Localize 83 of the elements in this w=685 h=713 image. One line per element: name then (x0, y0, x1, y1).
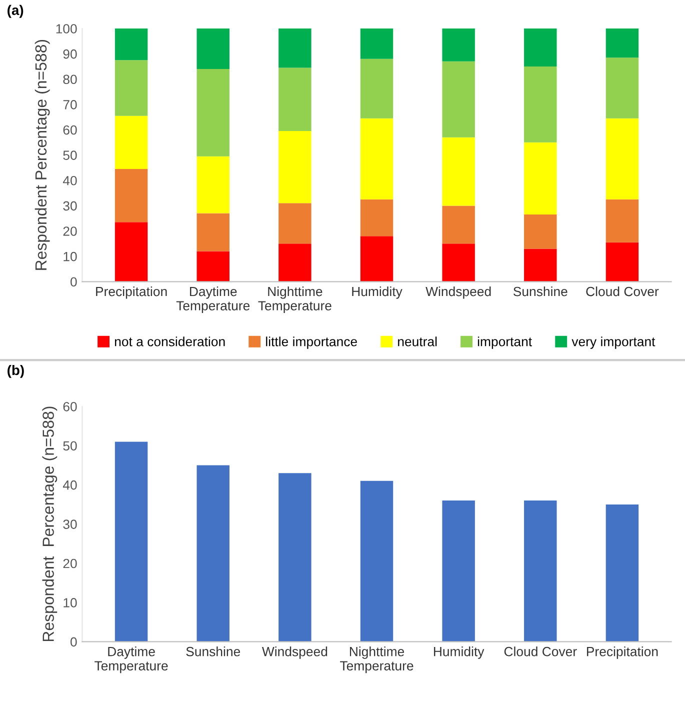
legend-label: little importance (266, 336, 357, 349)
legend-label: very important (572, 336, 656, 349)
y-tick-label: 70 (63, 100, 77, 110)
bar (524, 142, 557, 215)
y-tick-label: 20 (63, 558, 77, 568)
bar (196, 28, 230, 70)
bar (524, 28, 557, 66)
bar (196, 156, 230, 214)
bar (196, 213, 230, 252)
y-tick-label: 90 (63, 49, 77, 59)
y-tick-label: 50 (63, 150, 77, 160)
x-tick-label: Sunshine (513, 286, 568, 296)
x-tick-label: Cloud Cover (586, 286, 659, 296)
y-tick-label: 60 (63, 125, 77, 135)
bar (360, 480, 394, 642)
text: (a) (8, 4, 24, 18)
bar (360, 118, 394, 200)
bar (278, 203, 312, 244)
y-tick-label: 30 (63, 201, 77, 211)
bar (442, 244, 475, 282)
y-tick-label: 0 (70, 277, 77, 287)
y-tick-label: 10 (64, 598, 77, 608)
bar (114, 28, 148, 60)
legend-label: neutral (398, 336, 437, 346)
x-tick-label: Windspeed (262, 646, 328, 659)
x-tick-label: Sunshine (186, 646, 240, 656)
bar (442, 61, 475, 138)
bar (114, 169, 148, 222)
x-tick-label: Windspeed (426, 286, 491, 299)
y-axis-title: Respondent Percentage (n=588) (34, 40, 50, 270)
y-tick-label: 0 (70, 637, 77, 647)
bar (524, 66, 557, 142)
bar (442, 206, 475, 244)
bar (196, 69, 230, 156)
y-axis-title: Respondent Percentage (n=588) (42, 406, 58, 642)
bar (360, 58, 394, 118)
bar (606, 118, 639, 200)
bar (606, 504, 639, 642)
bar (442, 500, 475, 642)
bar (196, 465, 230, 642)
bar (114, 222, 148, 282)
y-tick-label: 60 (63, 402, 77, 412)
bar (360, 236, 394, 282)
bar (278, 244, 312, 282)
y-tick-label: 100 (56, 24, 77, 34)
bar (606, 199, 639, 242)
bar (606, 28, 639, 58)
y-tick-label: 10 (64, 252, 77, 262)
text: (b) (8, 364, 24, 378)
x-tick-label: Precipitation (586, 646, 658, 659)
x-tick-label: Daytime Temperature (94, 646, 168, 674)
bar (606, 242, 639, 282)
bar (524, 500, 557, 642)
bar (606, 58, 639, 118)
legend-label: important (478, 336, 532, 349)
bar (524, 248, 557, 282)
y-tick-label: 50 (63, 441, 77, 451)
y-tick-label: 40 (62, 176, 77, 186)
y-tick-label: 30 (63, 520, 77, 529)
x-tick-label: Humidity (434, 646, 484, 659)
bar (114, 60, 148, 116)
bar (114, 116, 148, 169)
x-tick-label: Nighttime Temperature (258, 286, 332, 314)
x-tick-label: Daytime Temperature (176, 286, 250, 314)
bar (442, 28, 475, 62)
x-tick-label: Nighttime Temperature (340, 646, 414, 674)
legend-label: not a consideration (114, 336, 225, 346)
bar (278, 131, 312, 204)
bar (278, 68, 312, 132)
bar (278, 28, 312, 68)
x-tick-label: Precipitation (96, 286, 167, 299)
bar (360, 199, 394, 236)
x-tick-label: Humidity (352, 286, 402, 299)
y-tick-label: 80 (63, 74, 77, 84)
bar (360, 28, 394, 59)
bar (196, 251, 230, 282)
y-tick-label: 40 (62, 480, 77, 490)
y-tick-label: 20 (63, 226, 77, 236)
bar (114, 442, 148, 642)
bar (442, 137, 475, 206)
bar (524, 214, 557, 249)
x-tick-label: Cloud Cover (504, 646, 577, 656)
bar (278, 473, 312, 642)
